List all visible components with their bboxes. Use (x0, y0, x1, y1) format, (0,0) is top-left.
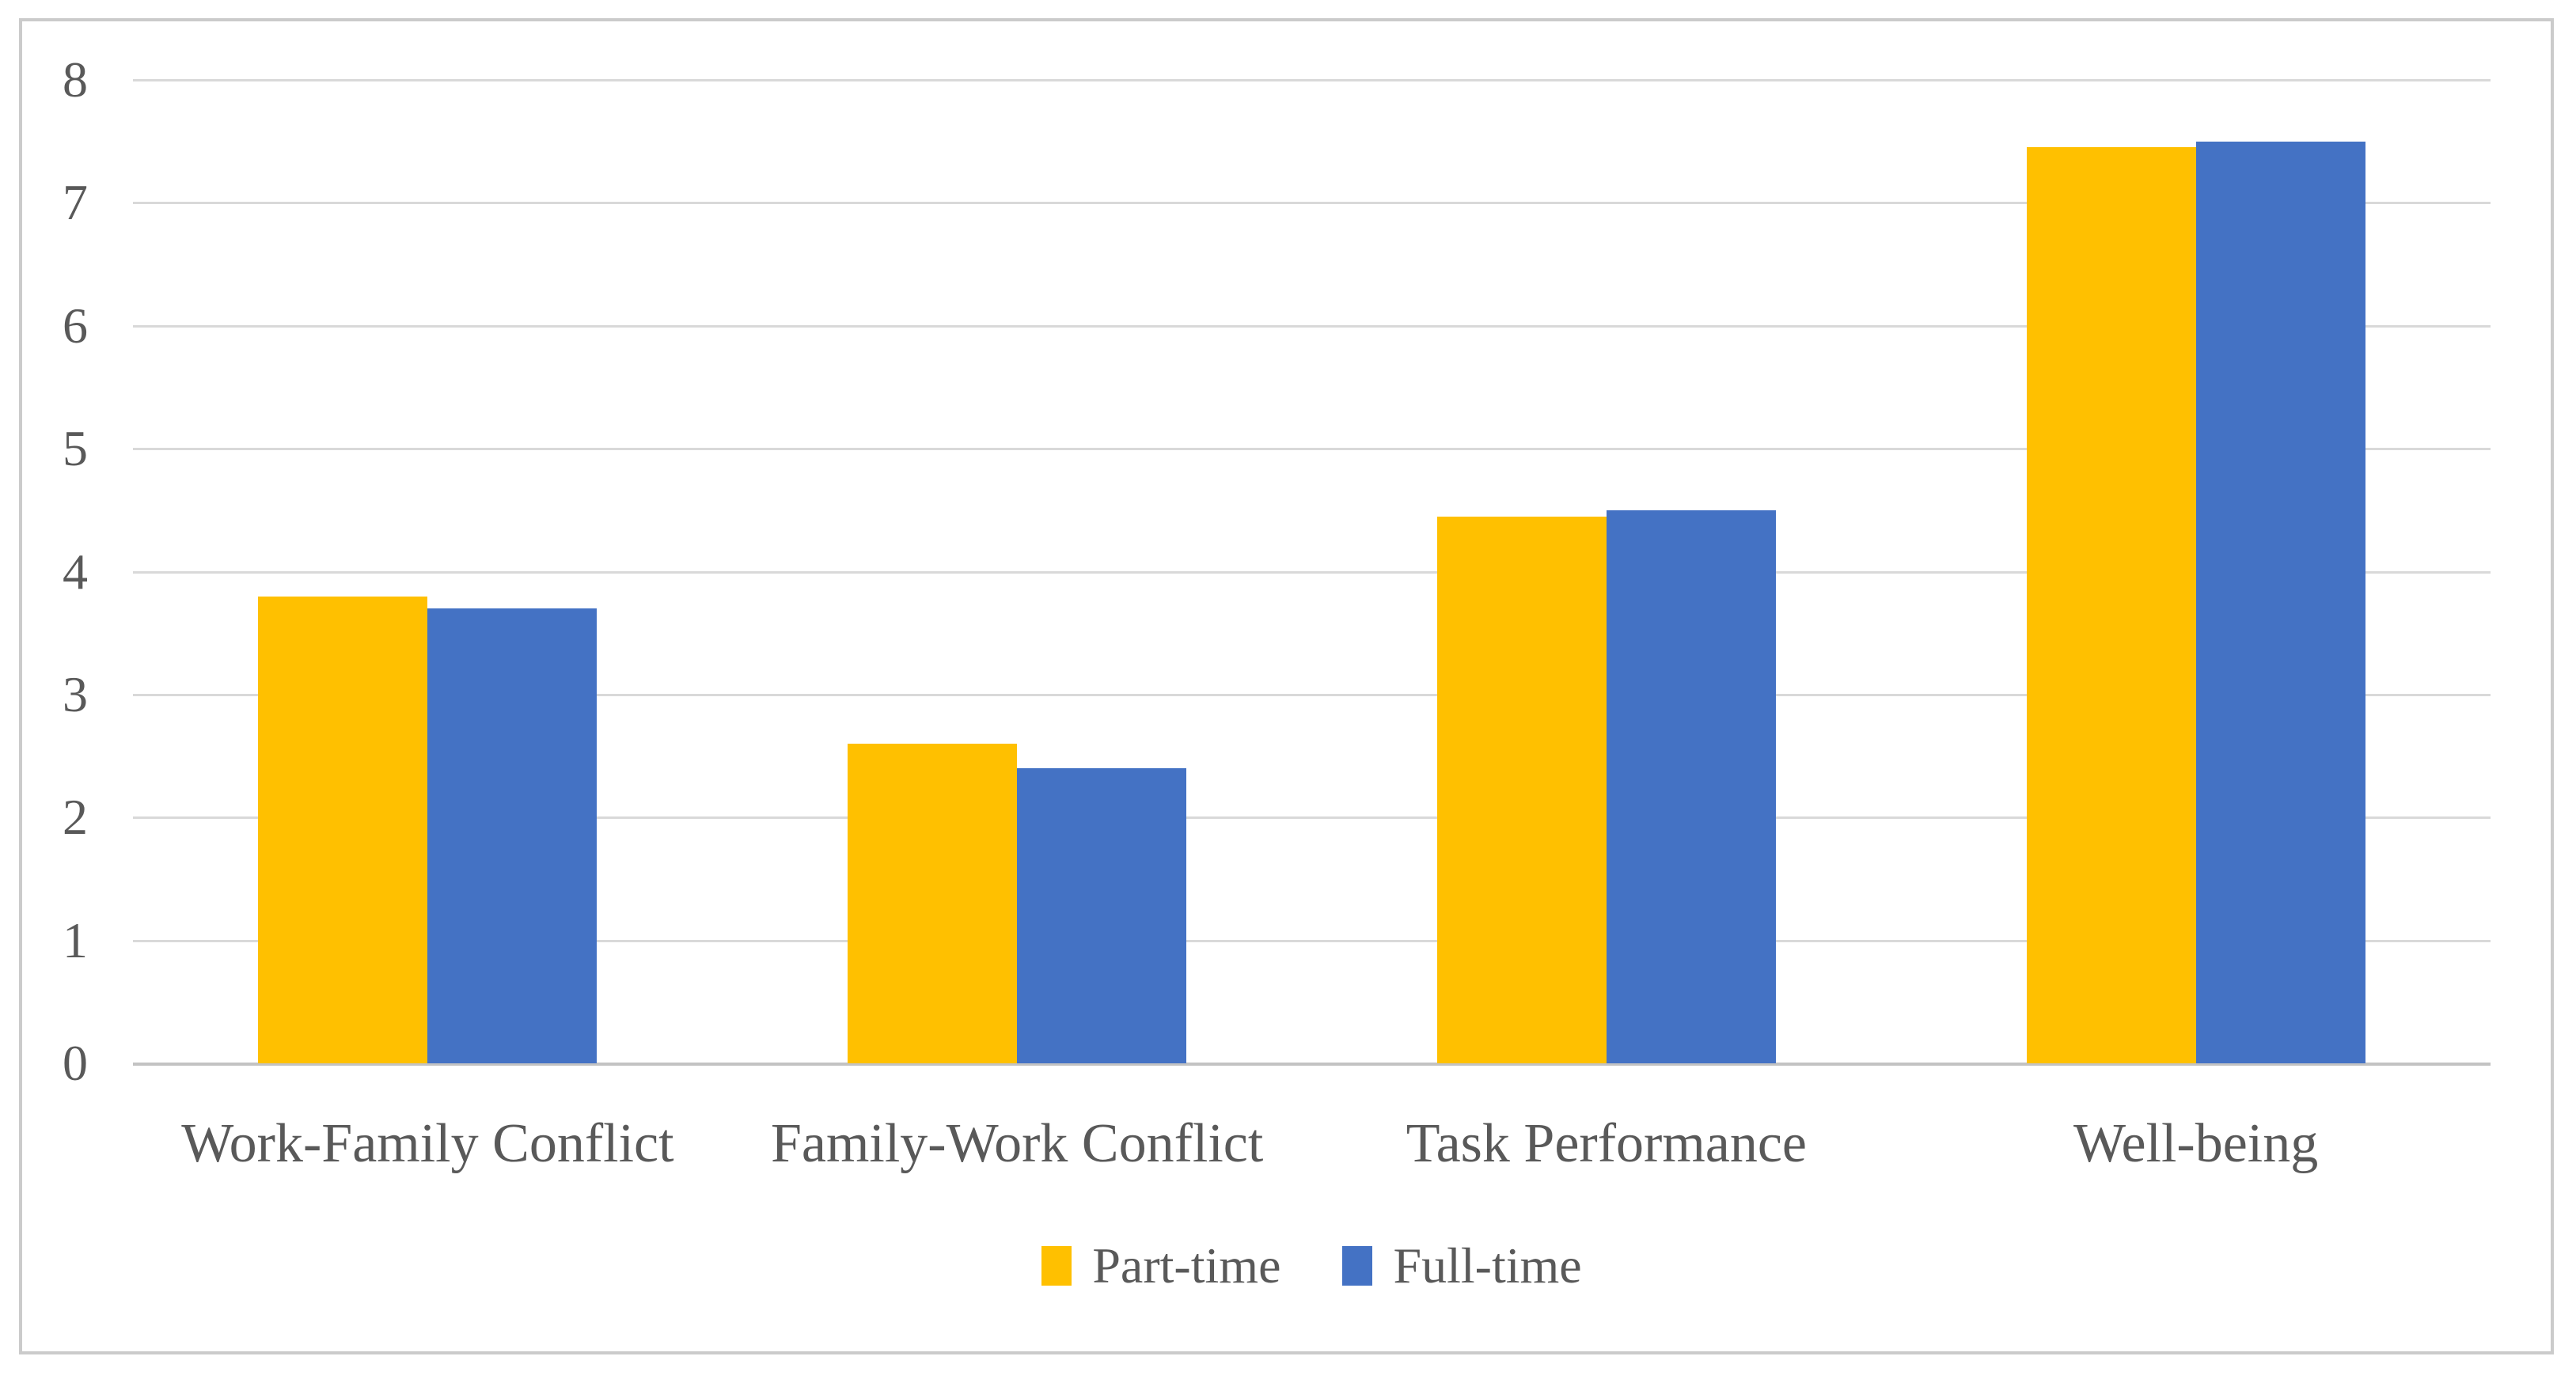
bar-group-3 (1312, 80, 1902, 1063)
y-tick-label-3: 3 (63, 665, 89, 722)
x-axis-label-4: Well-being (2073, 1113, 2319, 1174)
legend-label-full-time: Full-time (1393, 1237, 1582, 1294)
gridline-y6 (133, 324, 2491, 328)
gridline-y2 (133, 816, 2491, 820)
legend-label-part-time: Part-time (1092, 1237, 1281, 1294)
x-axis-label-2: Family-Work Conflict (770, 1113, 1264, 1174)
bar-part-time-3 (1436, 516, 1607, 1063)
gridline-y8 (133, 79, 2491, 81)
y-tick-label-0: 0 (63, 1035, 89, 1091)
y-tick-label-8: 8 (63, 51, 89, 108)
gridline-y1 (133, 939, 2491, 942)
bar-group-1 (133, 80, 723, 1063)
x-axis-labels: Work-Family Conflict Family-Work Conflict… (133, 1106, 2491, 1182)
gridline-y5 (133, 448, 2491, 451)
bar-full-time-1 (427, 608, 598, 1063)
gridline-y7 (133, 202, 2491, 205)
bar-group-4 (1901, 80, 2491, 1063)
bar-group-2 (723, 80, 1312, 1063)
y-tick-label-2: 2 (63, 789, 89, 846)
legend: Part-time Full-time (133, 1228, 2491, 1304)
bar-full-time-4 (2195, 141, 2365, 1063)
gridline-y4 (133, 570, 2491, 574)
y-tick-label-1: 1 (63, 911, 89, 968)
bar-part-time-4 (2026, 147, 2196, 1063)
x-axis-line (133, 1063, 2491, 1066)
bar-part-time-2 (848, 744, 1018, 1063)
gridline-y3 (133, 693, 2491, 696)
plot-area (133, 79, 2491, 1066)
y-tick-label-5: 5 (63, 420, 89, 477)
bar-full-time-2 (1017, 768, 1187, 1063)
legend-swatch-full-time (1342, 1246, 1373, 1286)
y-tick-label-6: 6 (63, 297, 89, 354)
y-tick-label-4: 4 (63, 543, 89, 600)
legend-swatch-part-time (1041, 1246, 1072, 1286)
legend-item-part-time: Part-time (1041, 1230, 1280, 1301)
x-axis-label-3: Task Performance (1406, 1113, 1808, 1174)
y-tick-label-7: 7 (63, 174, 89, 231)
legend-item-full-time: Full-time (1342, 1230, 1582, 1301)
bar-full-time-3 (1606, 510, 1776, 1063)
bar-part-time-1 (258, 596, 428, 1063)
x-axis-label-1: Work-Family Conflict (181, 1113, 674, 1174)
